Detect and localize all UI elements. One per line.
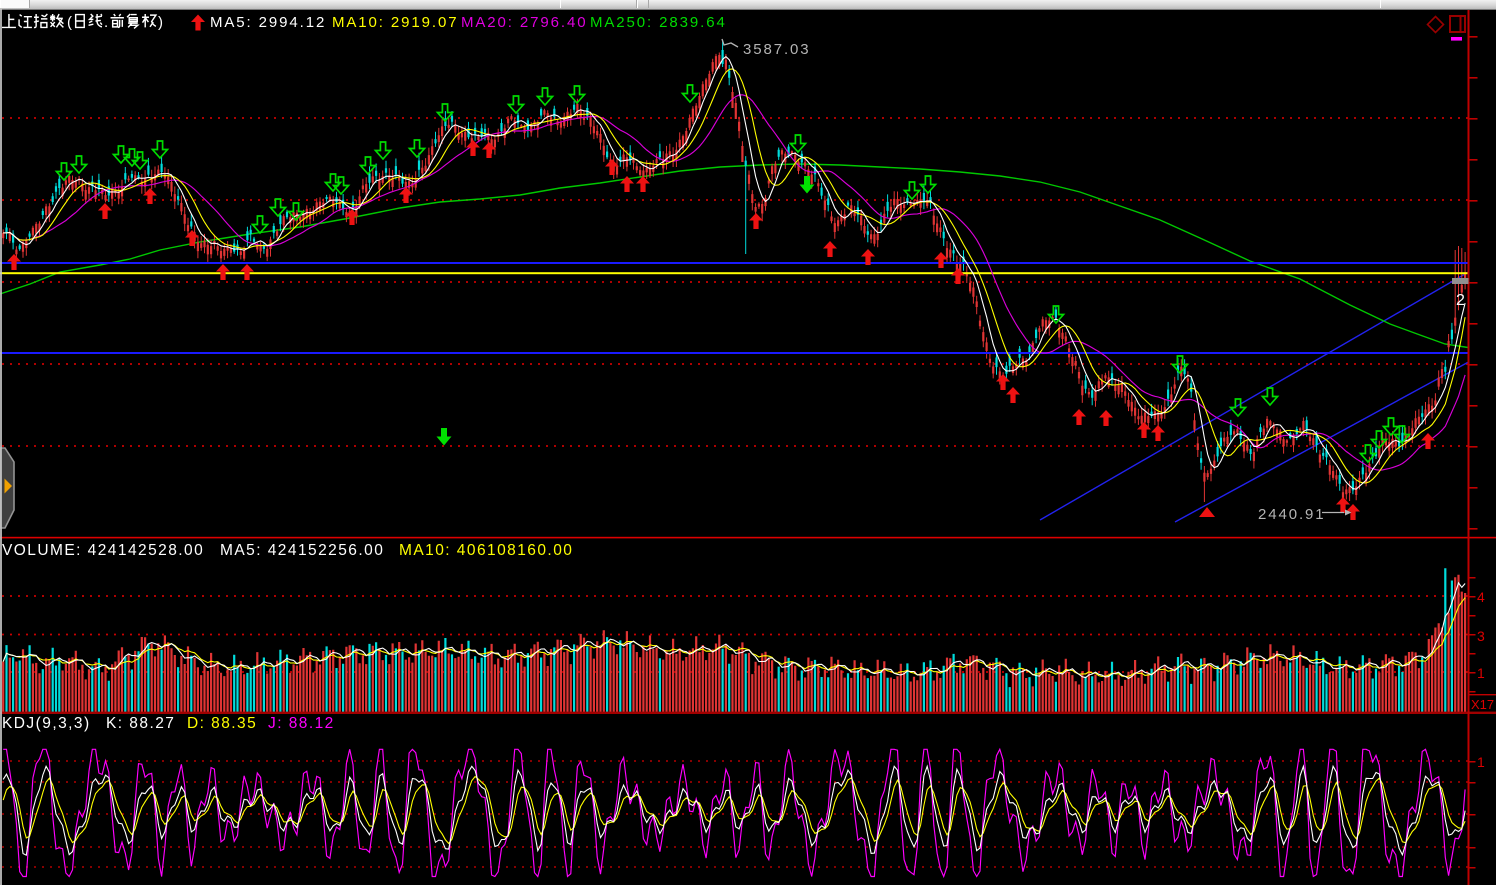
svg-text:1: 1 <box>1477 665 1487 681</box>
svg-text:KDJ(9,3,3): KDJ(9,3,3) <box>2 715 91 732</box>
svg-text:3587.03: 3587.03 <box>743 41 811 58</box>
svg-text:MA20: 2796.40: MA20: 2796.40 <box>461 14 587 31</box>
svg-text:4: 4 <box>1477 589 1487 605</box>
svg-text:1: 1 <box>1477 754 1487 770</box>
svg-text:MA10: 406108160.00: MA10: 406108160.00 <box>399 542 573 559</box>
svg-text:(: ( <box>67 14 74 31</box>
svg-text:MA5: 424152256.00: MA5: 424152256.00 <box>220 542 384 559</box>
svg-text:2440.91: 2440.91 <box>1258 506 1326 523</box>
svg-text:): ) <box>158 14 165 31</box>
svg-text:D: 88.35: D: 88.35 <box>187 715 257 732</box>
svg-text:J: 88.12: J: 88.12 <box>268 715 335 732</box>
svg-text:2: 2 <box>1456 292 1467 309</box>
svg-text:MA10: 2919.07: MA10: 2919.07 <box>332 14 458 31</box>
svg-text:X17: X17 <box>1471 697 1494 712</box>
svg-text:MA5: 2994.12: MA5: 2994.12 <box>210 14 326 31</box>
svg-text:VOLUME: 424142528.00: VOLUME: 424142528.00 <box>2 542 204 559</box>
svg-text:3: 3 <box>1477 628 1487 644</box>
svg-text:K: 88.27: K: 88.27 <box>106 715 175 732</box>
svg-text:.: . <box>104 14 110 31</box>
svg-text:MA250: 2839.64: MA250: 2839.64 <box>590 14 727 31</box>
